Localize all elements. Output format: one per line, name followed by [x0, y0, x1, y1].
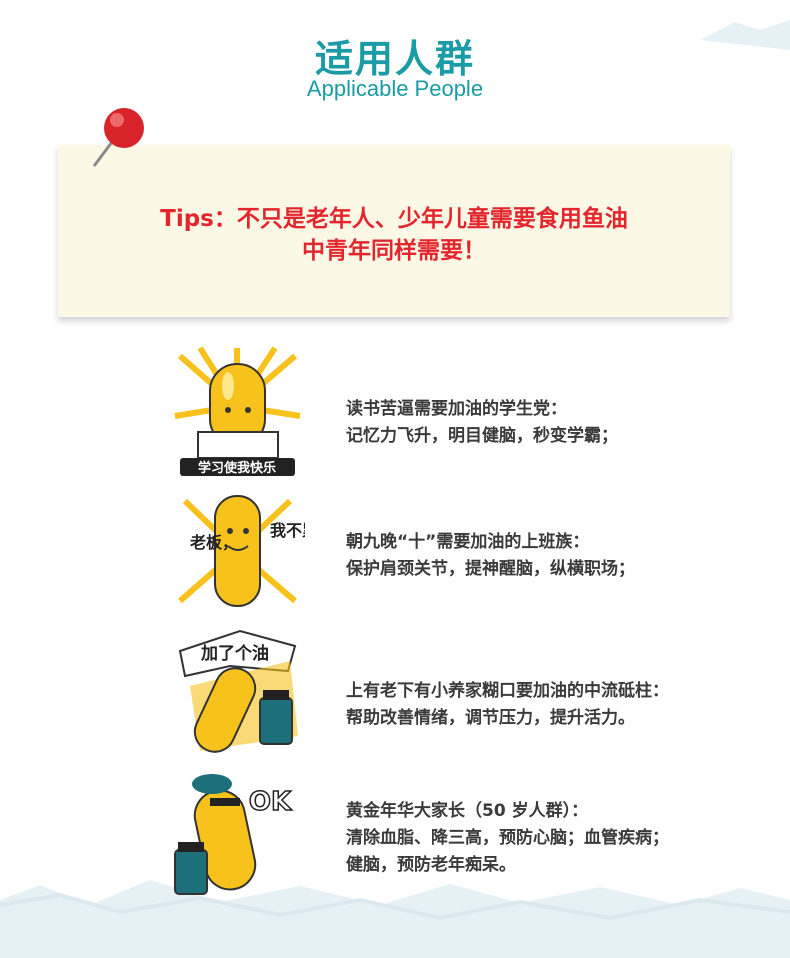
capsule-cheer-icon: 加了个油 [178, 629, 298, 753]
group-benefit: 健脑，预防老年痴呆。 [346, 855, 516, 875]
group-text: 黄金年华大家长（50 岁人群）： 清除血脂、降三高，预防心脑；血管疾病； 健脑，… [346, 798, 669, 879]
group-benefit: 帮助改善情绪，调节压力，提升活力。 [346, 708, 635, 728]
group-text: 上有老下有小养家糊口要加油的中流砥柱： 帮助改善情绪，调节压力，提升活力。 [346, 678, 669, 732]
group-worker: 老板， 我不累 朝九晚“十”需要加油的上班族： 保护肩颈关节，提神醒脑，纵横职场… [170, 486, 730, 616]
badge-student: 学习使我快乐 [198, 460, 276, 476]
tips-text: Tips：不只是老年人、少年儿童需要食用鱼油 中青年同样需要！ [58, 203, 730, 267]
group-heading: 朝九晚“十”需要加油的上班族： [346, 532, 590, 552]
tips-card: Tips：不只是老年人、少年儿童需要食用鱼油 中青年同样需要！ [58, 145, 730, 317]
page-subtitle: Applicable People [306, 76, 484, 101]
badge-boss: 老板， [189, 533, 238, 552]
page-title: 适用人群 [314, 37, 475, 81]
group-heading: 黄金年华大家长（50 岁人群）： [346, 801, 589, 821]
group-student: 学习使我快乐 读书苦逼需要加油的学生党： 记忆力飞升，明目健脑，秒变学霸； [170, 346, 730, 476]
group-benefit: 清除血脂、降三高，预防心脑；血管疾病； [346, 828, 669, 848]
group-heading: 读书苦逼需要加油的学生党： [346, 399, 567, 419]
tips-line-1: Tips：不只是老年人、少年儿童需要食用鱼油 [160, 206, 628, 232]
group-benefit: 保护肩颈关节，提神醒脑，纵横职场； [346, 559, 635, 579]
capsule-worker-icon: 老板， 我不累 [178, 495, 305, 607]
badge-ok: OK [249, 787, 292, 817]
badge-cheer: 加了个油 [200, 643, 269, 664]
tips-line-2: 中青年同样需要！ [302, 238, 486, 264]
capsule-student-icon: 学习使我快乐 [174, 346, 301, 476]
group-text: 读书苦逼需要加油的学生党： 记忆力飞升，明目健脑，秒变学霸； [346, 396, 618, 450]
red-pin-icon [92, 108, 144, 167]
group-pillar: 加了个油 上有老下有小养家糊口要加油的中流砥柱： 帮助改善情绪，调节压力，提升活… [170, 626, 730, 756]
group-heading: 上有老下有小养家糊口要加油的中流砥柱： [346, 681, 669, 701]
group-text: 朝九晚“十”需要加油的上班族： 保护肩颈关节，提神醒脑，纵横职场； [346, 529, 635, 583]
group-benefit: 记忆力飞升，明目健脑，秒变学霸； [346, 426, 618, 446]
badge-not-tired: 我不累 [270, 521, 305, 540]
group-elders: OK 黄金年华大家长（50 岁人群）： 清除血脂、降三高，预防心脑；血管疾病； … [170, 770, 730, 900]
capsule-ok-icon: OK [174, 774, 293, 895]
